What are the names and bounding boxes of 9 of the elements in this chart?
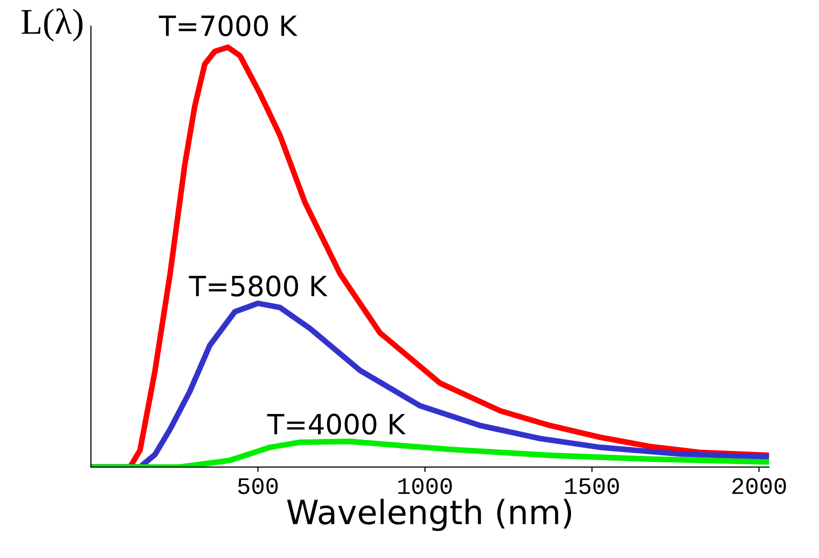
x-tick-label: 500 [238, 478, 278, 494]
series-label: T=7000 K [158, 15, 298, 36]
x-tick-label: 2000 [732, 478, 786, 494]
x-tick-label: 1000 [398, 478, 452, 494]
series-label: T=5800 K [188, 276, 328, 297]
x-tick-label: 1500 [565, 478, 619, 494]
y-axis-title: L(λ) [22, 8, 83, 42]
series-label: T=4000 K [267, 414, 406, 435]
x-axis-title: Wavelength (nm) [287, 498, 572, 532]
